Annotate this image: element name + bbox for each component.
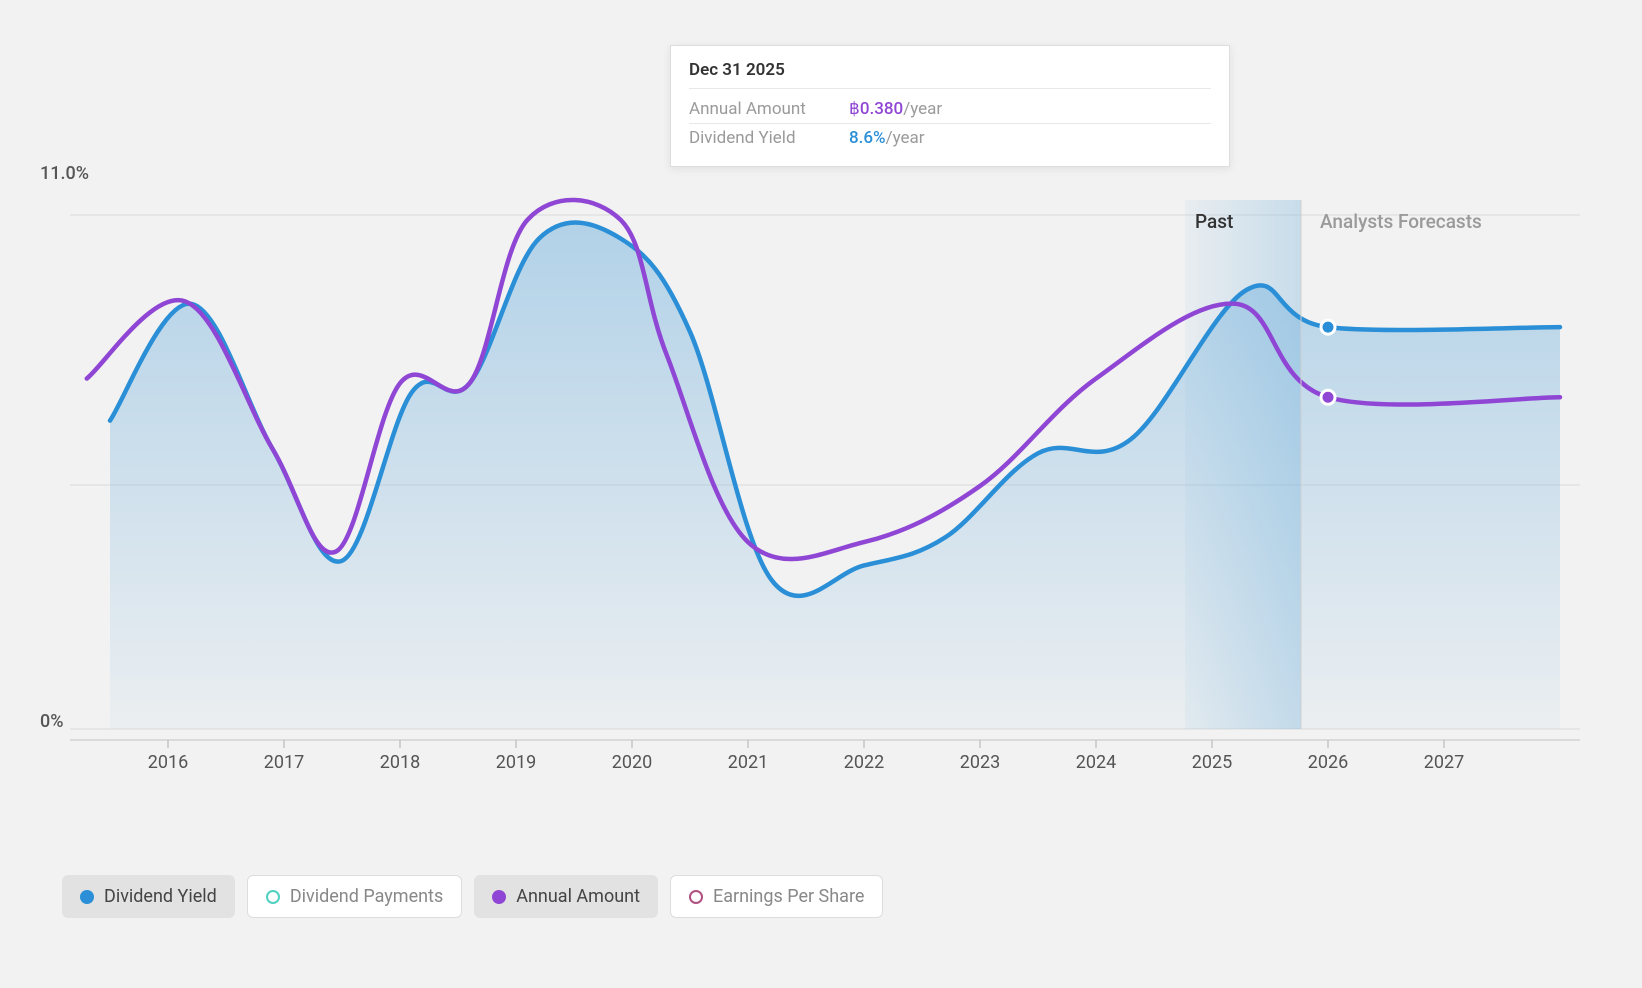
tooltip-label: Dividend Yield: [689, 128, 849, 148]
x-axis-label: 2022: [839, 752, 889, 773]
legend-marker-icon: [266, 890, 280, 904]
legend-marker-icon: [689, 890, 703, 904]
x-axis-label: 2020: [607, 752, 657, 773]
legend-label: Earnings Per Share: [713, 886, 864, 907]
legend-item-dividend-payments[interactable]: Dividend Payments: [247, 875, 462, 918]
tooltip-date: Dec 31 2025: [689, 60, 1211, 89]
x-axis-ticks: [70, 740, 1580, 748]
tooltip-row: Dividend Yield8.6%/year: [689, 124, 1211, 152]
x-axis-label: 2026: [1303, 752, 1353, 773]
legend: Dividend Yield Dividend Payments Annual Am…: [62, 875, 883, 918]
x-axis-label: 2027: [1419, 752, 1469, 773]
legend-marker-icon: [492, 890, 506, 904]
dividend-yield-area: [110, 223, 1560, 729]
dividend_yield-end-marker: [1321, 320, 1335, 334]
forecasts-label: Analysts Forecasts: [1320, 210, 1482, 233]
legend-label: Annual Amount: [516, 886, 640, 907]
x-axis-label: 2016: [143, 752, 193, 773]
x-axis-label: 2021: [723, 752, 773, 773]
tooltip-value: ฿0.380: [849, 99, 903, 119]
tooltip-label: Annual Amount: [689, 99, 849, 119]
tooltip-unit: /year: [903, 99, 942, 119]
tooltip-value: 8.6%: [849, 128, 886, 148]
x-axis-label: 2018: [375, 752, 425, 773]
annual_amount-end-marker: [1321, 390, 1335, 404]
legend-item-dividend-yield[interactable]: Dividend Yield: [62, 875, 235, 918]
legend-item-earnings-per-share[interactable]: Earnings Per Share: [670, 875, 883, 918]
legend-item-annual-amount[interactable]: Annual Amount: [474, 875, 658, 918]
x-axis-label: 2019: [491, 752, 541, 773]
chart-tooltip: Dec 31 2025 Annual Amount฿0.380/yearDivi…: [670, 45, 1230, 167]
x-axis-label: 2023: [955, 752, 1005, 773]
tooltip-row: Annual Amount฿0.380/year: [689, 95, 1211, 124]
dividend-chart: 11.0% 0% Past Analysts Forecasts 2016201…: [30, 20, 1612, 960]
x-axis-label: 2025: [1187, 752, 1237, 773]
past-label: Past: [1195, 210, 1233, 233]
legend-marker-icon: [80, 890, 94, 904]
x-axis-label: 2017: [259, 752, 309, 773]
legend-label: Dividend Payments: [290, 886, 443, 907]
tooltip-unit: /year: [886, 128, 925, 148]
legend-label: Dividend Yield: [104, 886, 217, 907]
x-axis-label: 2024: [1071, 752, 1121, 773]
